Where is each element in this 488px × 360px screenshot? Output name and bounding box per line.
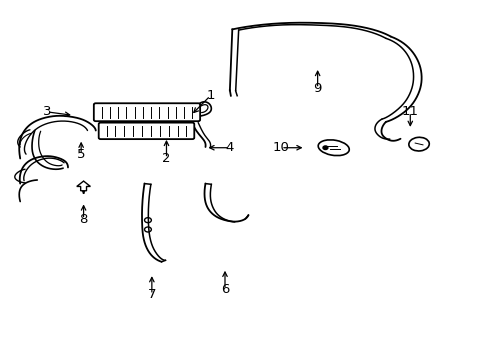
Text: 5: 5 [77,148,85,161]
Ellipse shape [408,137,428,151]
Text: 8: 8 [79,213,88,226]
Text: 2: 2 [162,152,170,165]
Ellipse shape [318,140,348,156]
Text: 4: 4 [225,141,234,154]
Text: 10: 10 [272,141,289,154]
Text: 1: 1 [206,89,214,102]
Polygon shape [77,181,90,191]
Text: 11: 11 [401,105,418,118]
Text: 6: 6 [221,283,229,296]
FancyBboxPatch shape [94,103,200,121]
FancyBboxPatch shape [99,123,194,139]
Text: 7: 7 [147,288,156,301]
Circle shape [323,146,327,149]
Text: 9: 9 [313,82,321,95]
Text: 3: 3 [42,105,51,118]
